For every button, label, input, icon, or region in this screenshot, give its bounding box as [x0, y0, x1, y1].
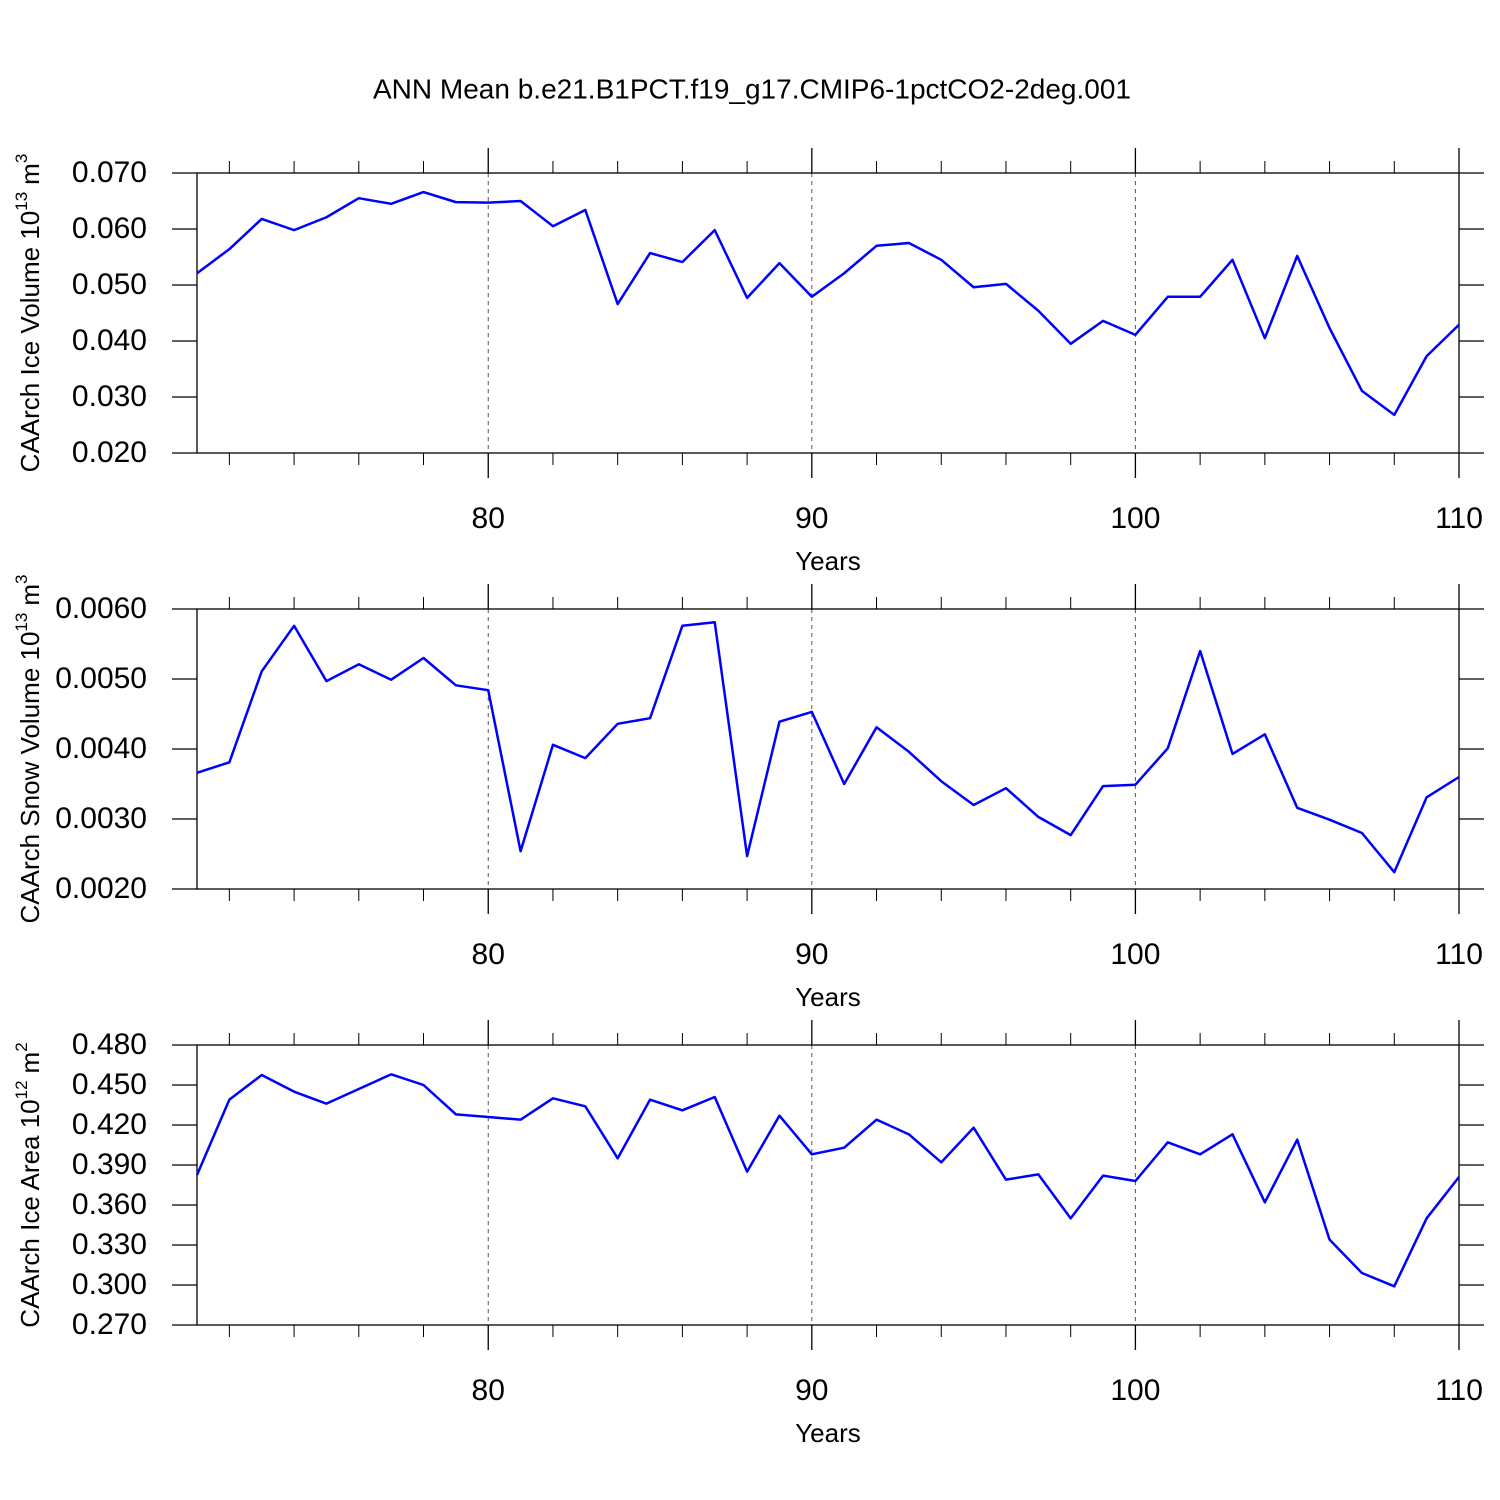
y-axis-label: CAArch Ice Volume 1013 m3: [12, 154, 45, 473]
y-tick-label: 0.360: [72, 1188, 147, 1221]
y-tick-label: 0.070: [72, 156, 147, 189]
y-axis-label-exponent: 3: [12, 575, 31, 584]
x-axis-label: Years: [795, 546, 861, 576]
panel: 80 90 100 110 0.020 0.030 0.040 0.050 0.060 0.070…: [12, 148, 1484, 576]
y-axis-label-part: CAArch Ice Volume 10: [15, 211, 45, 473]
data-line: [195, 1073, 1460, 1288]
y-tick-label: 0.0060: [55, 592, 147, 625]
y-axis-label-exponent: 3: [12, 154, 31, 163]
y-tick-label: 0.050: [72, 268, 147, 301]
y-tick-label: 0.390: [72, 1148, 147, 1181]
y-tick-label: 0.330: [72, 1228, 147, 1261]
y-tick-label: 0.040: [72, 324, 147, 357]
plot-frame: [196, 172, 1460, 454]
y-axis-label: CAArch Snow Volume 1013 m3: [12, 575, 45, 924]
y-tick-label: 0.0030: [55, 802, 147, 835]
x-tick-label: 80: [472, 502, 505, 535]
x-axis-label: Years: [795, 982, 861, 1012]
y-axis-label-part: CAArch Snow Volume 10: [15, 632, 45, 924]
x-tick-label: 110: [1435, 1374, 1483, 1407]
panel: 80 90 100 110 0.270 0.300 0.330 0.360 0.390 0.420…: [12, 1020, 1484, 1448]
x-tick-label: 110: [1435, 938, 1483, 971]
x-tick-label: 80: [472, 938, 505, 971]
x-axis-label: Years: [795, 1418, 861, 1448]
y-axis-label-part: CAArch Ice Area 10: [15, 1099, 45, 1327]
x-tick-label: 100: [1110, 938, 1160, 971]
y-axis-label-part: m: [15, 163, 45, 185]
y-axis-label-part: m: [15, 1052, 45, 1074]
x-tick-label: 90: [795, 502, 828, 535]
y-axis-label-exponent: 12: [12, 1080, 31, 1099]
y-tick-label: 0.0040: [55, 732, 147, 765]
plot-frame: [196, 608, 1460, 890]
data-line: [196, 190, 1460, 417]
x-tick-label: 90: [795, 1374, 828, 1407]
y-tick-label: 0.030: [72, 380, 147, 413]
y-axis-label: CAArch Ice Area 1012 m2: [12, 1042, 45, 1327]
y-tick-label: 0.060: [72, 212, 147, 245]
y-tick-label: 0.270: [72, 1308, 147, 1341]
panel: 80 90 100 110 0.0020 0.0030 0.0040 0.0050 0.0060…: [12, 575, 1484, 1012]
x-tick-label: 100: [1110, 1374, 1160, 1407]
x-tick-label: 80: [472, 1374, 505, 1407]
y-axis-label-part: m: [15, 584, 45, 606]
x-tick-label: 100: [1110, 502, 1160, 535]
y-tick-label: 0.0050: [55, 662, 147, 695]
y-tick-label: 0.480: [72, 1028, 147, 1061]
y-axis-label-exponent: 13: [12, 192, 31, 211]
plot-frame: [196, 1044, 1460, 1326]
y-tick-label: 0.0020: [55, 872, 147, 905]
y-tick-label: 0.020: [72, 436, 147, 469]
y-axis-label-exponent: 2: [12, 1042, 31, 1051]
figure-title: ANN Mean b.e21.B1PCT.f19_g17.CMIP6-1pctC…: [373, 73, 1131, 104]
y-axis-label-exponent: 13: [12, 613, 31, 632]
y-tick-label: 0.420: [72, 1108, 147, 1141]
x-tick-label: 90: [795, 938, 828, 971]
data-line: [196, 621, 1460, 874]
x-tick-label: 110: [1435, 502, 1483, 535]
y-tick-label: 0.300: [72, 1268, 147, 1301]
y-tick-label: 0.450: [72, 1068, 147, 1101]
